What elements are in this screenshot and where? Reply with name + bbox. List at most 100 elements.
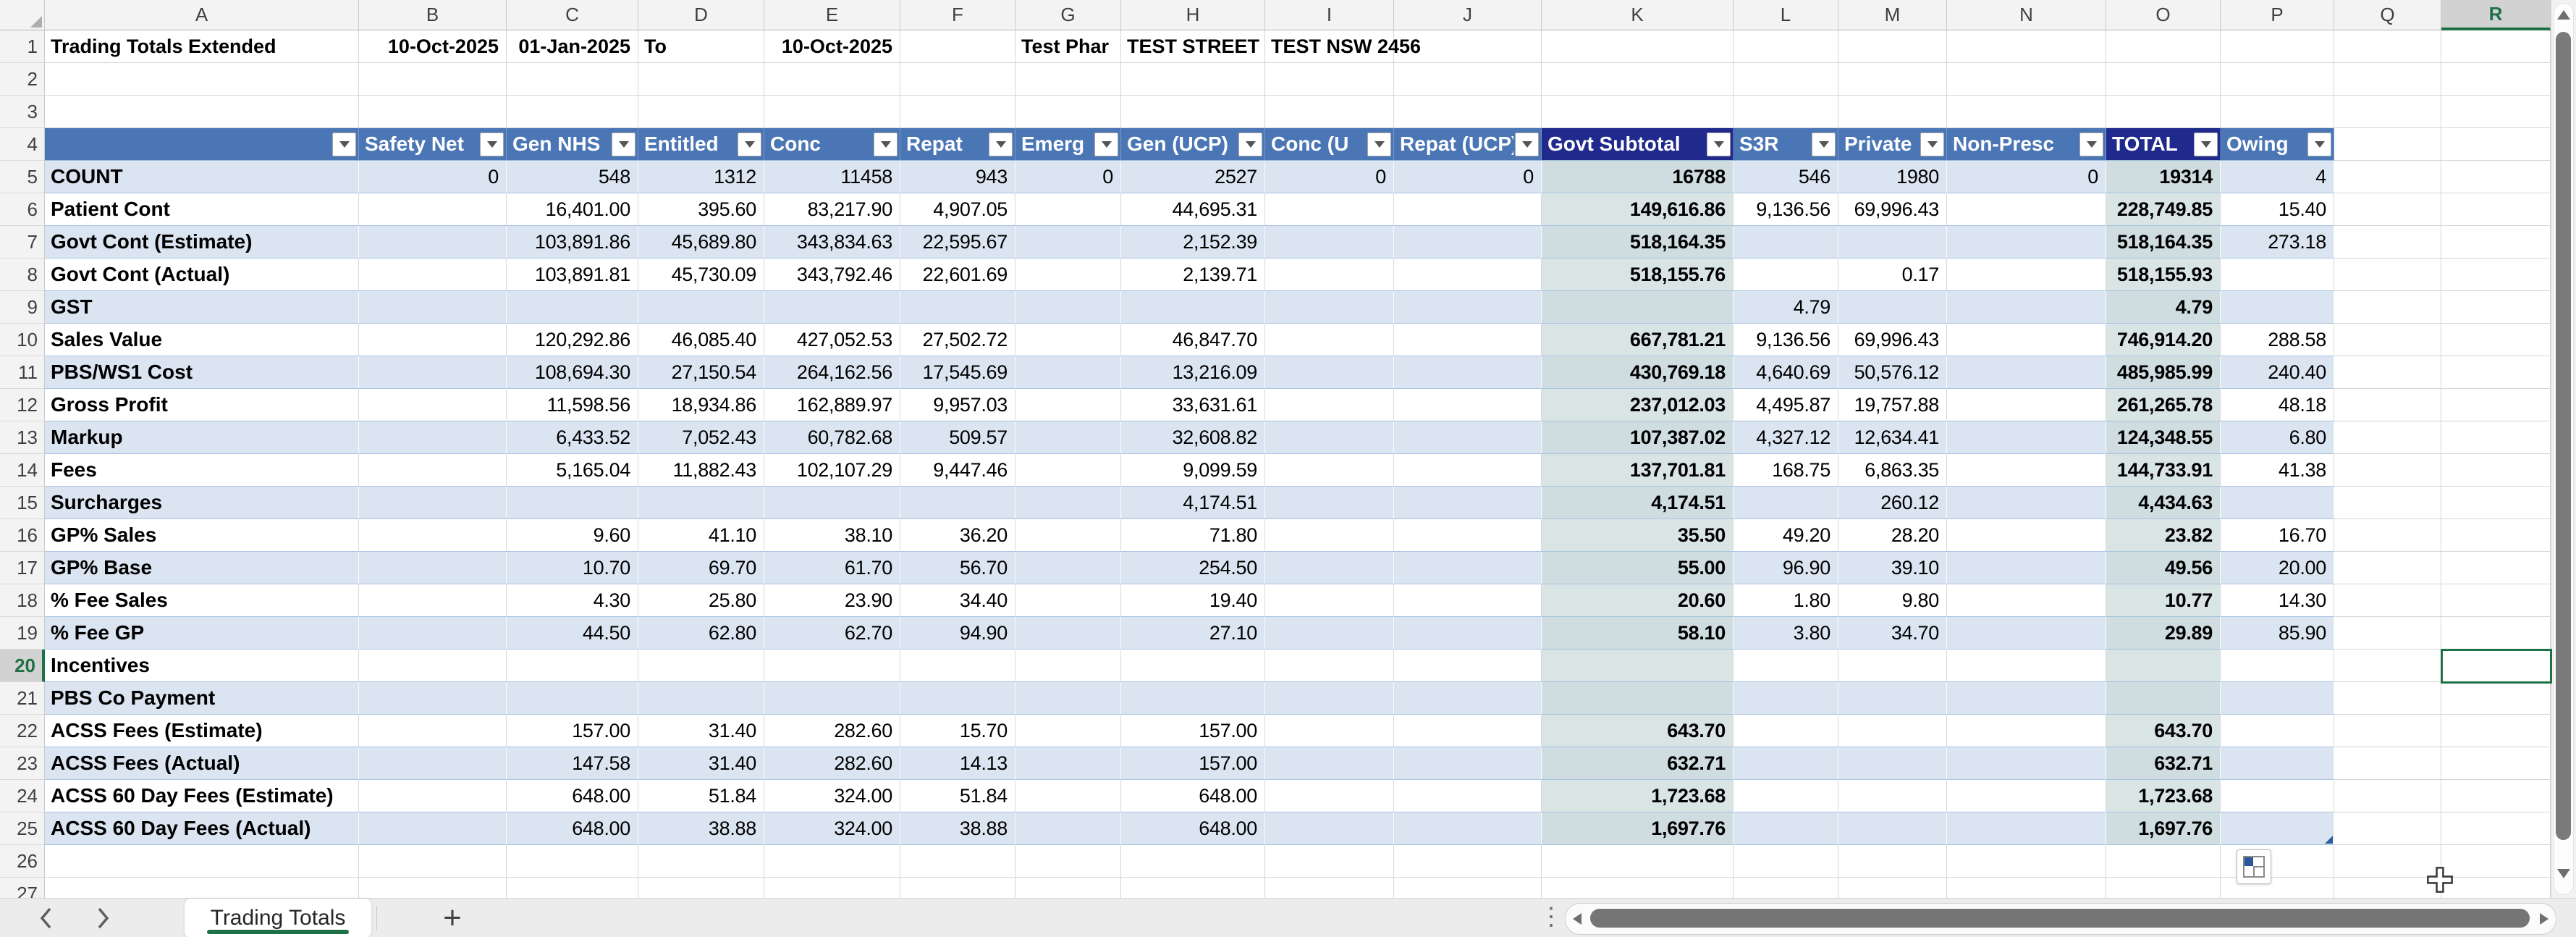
row-header-8[interactable]: 8 [0, 259, 45, 291]
cell-N24[interactable] [1947, 780, 2106, 812]
cell-K25[interactable]: 1,697.76 [1542, 812, 1733, 845]
cell-D23[interactable]: 31.40 [638, 747, 764, 780]
column-header-D[interactable]: D [638, 0, 764, 30]
row-header-6[interactable]: 6 [0, 193, 45, 226]
cell-M21[interactable] [1838, 682, 1947, 715]
cell-M10[interactable]: 69,996.43 [1838, 324, 1947, 356]
cell-B20[interactable] [359, 650, 507, 682]
cell-Q6[interactable] [2334, 193, 2441, 226]
cell-N5[interactable]: 0 [1947, 161, 2106, 193]
cell-D15[interactable] [638, 487, 764, 519]
cell-N27[interactable] [1947, 878, 2106, 898]
cell-G2[interactable] [1015, 63, 1121, 96]
cell-K21[interactable] [1542, 682, 1733, 715]
cell-E22[interactable]: 282.60 [764, 715, 900, 747]
cell-O19[interactable]: 29.89 [2106, 617, 2221, 650]
cell-P14[interactable]: 41.38 [2221, 454, 2334, 487]
cell-K13[interactable]: 107,387.02 [1542, 421, 1733, 454]
cell-O5[interactable]: 19314 [2106, 161, 2221, 193]
cell-C2[interactable] [507, 63, 638, 96]
cell-E19[interactable]: 62.70 [764, 617, 900, 650]
cell-I11[interactable] [1265, 356, 1394, 389]
cell-P5[interactable]: 4 [2221, 161, 2334, 193]
cell-Q12[interactable] [2334, 389, 2441, 421]
cell-D11[interactable]: 27,150.54 [638, 356, 764, 389]
cell-N12[interactable] [1947, 389, 2106, 421]
row-header-15[interactable]: 15 [0, 487, 45, 519]
cell-A13[interactable]: Markup [45, 421, 359, 454]
cell-Q7[interactable] [2334, 226, 2441, 259]
cell-H10[interactable]: 46,847.70 [1121, 324, 1265, 356]
cell-R12[interactable] [2441, 389, 2551, 421]
cell-R23[interactable] [2441, 747, 2551, 780]
cell-J7[interactable] [1394, 226, 1542, 259]
cell-N3[interactable] [1947, 96, 2106, 128]
row-header-24[interactable]: 24 [0, 780, 45, 812]
row-header-27[interactable]: 27 [0, 878, 45, 898]
cell-A14[interactable]: Fees [45, 454, 359, 487]
cell-G6[interactable] [1015, 193, 1121, 226]
vertical-scrollbar[interactable] [2551, 0, 2576, 898]
cell-H9[interactable] [1121, 291, 1265, 324]
column-header-N[interactable]: N [1947, 0, 2106, 30]
cell-O2[interactable] [2106, 63, 2221, 96]
cell-G1[interactable]: Test Phar [1015, 30, 1121, 63]
cell-B1[interactable]: 10-Oct-2025 [359, 30, 507, 63]
cell-O7[interactable]: 518,164.35 [2106, 226, 2221, 259]
cell-I12[interactable] [1265, 389, 1394, 421]
column-header-L[interactable]: L [1733, 0, 1838, 30]
cell-L20[interactable] [1733, 650, 1838, 682]
cell-O20[interactable] [2106, 650, 2221, 682]
cell-C13[interactable]: 6,433.52 [507, 421, 638, 454]
cell-C8[interactable]: 103,891.81 [507, 259, 638, 291]
cell-E12[interactable]: 162,889.97 [764, 389, 900, 421]
cell-C17[interactable]: 10.70 [507, 552, 638, 584]
cell-D21[interactable] [638, 682, 764, 715]
cell-J12[interactable] [1394, 389, 1542, 421]
cell-Q11[interactable] [2334, 356, 2441, 389]
cell-R17[interactable] [2441, 552, 2551, 584]
cell-H3[interactable] [1121, 96, 1265, 128]
add-sheet-button[interactable]: + [443, 900, 462, 936]
cell-C7[interactable]: 103,891.86 [507, 226, 638, 259]
cell-A5[interactable]: COUNT [45, 161, 359, 193]
cell-O21[interactable] [2106, 682, 2221, 715]
cell-J26[interactable] [1394, 845, 1542, 878]
cell-P17[interactable]: 20.00 [2221, 552, 2334, 584]
cell-L23[interactable] [1733, 747, 1838, 780]
cell-B6[interactable] [359, 193, 507, 226]
cell-C4[interactable]: Gen NHS [507, 128, 638, 161]
cell-P3[interactable] [2221, 96, 2334, 128]
cell-K9[interactable] [1542, 291, 1733, 324]
cell-B8[interactable] [359, 259, 507, 291]
cell-Q4[interactable] [2334, 128, 2441, 161]
filter-dropdown-button-P[interactable] [2307, 132, 2331, 156]
cell-H22[interactable]: 157.00 [1121, 715, 1265, 747]
cell-D20[interactable] [638, 650, 764, 682]
cell-I17[interactable] [1265, 552, 1394, 584]
cell-O23[interactable]: 632.71 [2106, 747, 2221, 780]
row-header-17[interactable]: 17 [0, 552, 45, 584]
cell-I24[interactable] [1265, 780, 1394, 812]
cell-J1[interactable] [1394, 30, 1542, 63]
cell-M15[interactable]: 260.12 [1838, 487, 1947, 519]
cell-O16[interactable]: 23.82 [2106, 519, 2221, 552]
cell-Q2[interactable] [2334, 63, 2441, 96]
cell-L11[interactable]: 4,640.69 [1733, 356, 1838, 389]
cell-M26[interactable] [1838, 845, 1947, 878]
row-header-21[interactable]: 21 [0, 682, 45, 715]
cell-D14[interactable]: 11,882.43 [638, 454, 764, 487]
cell-C19[interactable]: 44.50 [507, 617, 638, 650]
cell-G10[interactable] [1015, 324, 1121, 356]
cell-J17[interactable] [1394, 552, 1542, 584]
cell-M27[interactable] [1838, 878, 1947, 898]
column-header-A[interactable]: A [45, 0, 359, 30]
cell-O8[interactable]: 518,155.93 [2106, 259, 2221, 291]
row-header-11[interactable]: 11 [0, 356, 45, 389]
cell-G13[interactable] [1015, 421, 1121, 454]
cell-R9[interactable] [2441, 291, 2551, 324]
cell-N6[interactable] [1947, 193, 2106, 226]
filter-dropdown-button-N[interactable] [2079, 132, 2103, 156]
cell-M24[interactable] [1838, 780, 1947, 812]
cell-P15[interactable] [2221, 487, 2334, 519]
